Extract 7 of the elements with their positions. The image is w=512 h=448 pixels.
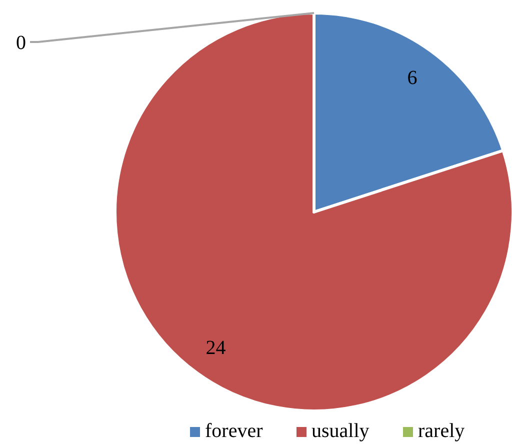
text: 0 <box>16 32 26 54</box>
legend-label: forever <box>205 420 264 442</box>
legend-label: usually <box>312 420 370 442</box>
data-label: 6 <box>407 66 418 89</box>
pie-slice <box>114 12 512 412</box>
legend-label: rarely <box>418 420 465 442</box>
data-label: 24 <box>206 337 226 360</box>
